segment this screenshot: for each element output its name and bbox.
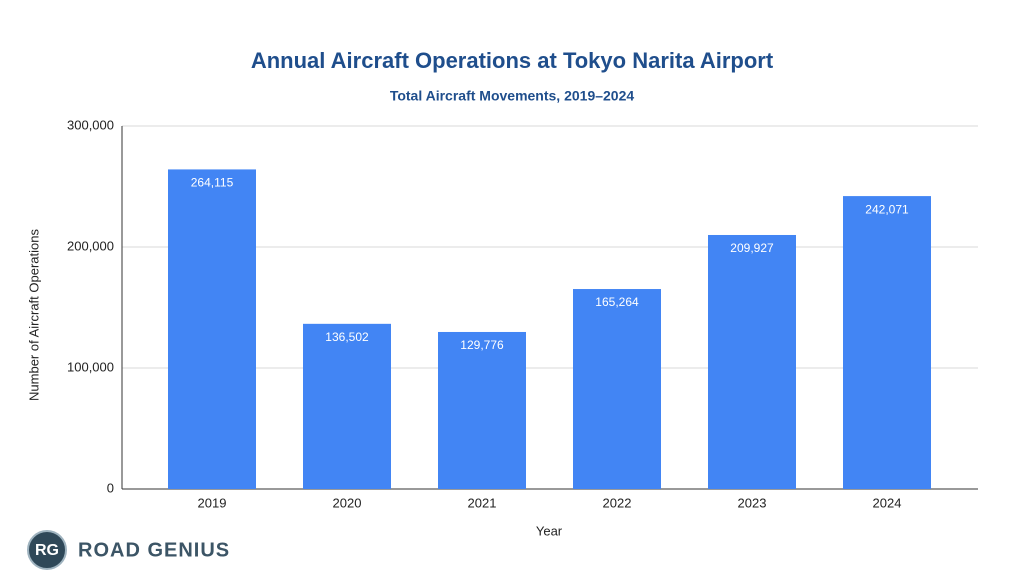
data-label: 165,264	[595, 295, 639, 309]
y-tick-label: 200,000	[67, 238, 114, 253]
chart-subtitle: Total Aircraft Movements, 2019–2024	[390, 88, 635, 104]
y-tick-label: 100,000	[67, 359, 114, 374]
chart-title: Annual Aircraft Operations at Tokyo Nari…	[251, 48, 774, 73]
y-axis-label: Number of Aircraft Operations	[26, 229, 41, 401]
data-label: 129,776	[460, 338, 504, 352]
logo-name: ROAD GENIUS	[78, 539, 230, 561]
x-tick-label: 2021	[468, 495, 497, 510]
logo-badge	[27, 530, 67, 570]
bar	[168, 169, 256, 490]
data-label: 264,115	[191, 176, 234, 190]
x-tick-label: 2022	[603, 495, 632, 510]
data-label: 136,502	[325, 330, 369, 344]
bar	[708, 234, 796, 489]
bar	[573, 289, 661, 489]
bar	[438, 331, 526, 489]
y-tick-label: 300,000	[67, 117, 114, 132]
x-tick-label: 2024	[873, 495, 902, 510]
x-tick-label: 2020	[333, 495, 362, 510]
bar	[843, 196, 931, 489]
data-label: 242,071	[865, 202, 909, 216]
x-tick-label: 2019	[198, 495, 227, 510]
bar	[303, 323, 391, 489]
data-label: 209,927	[730, 241, 774, 255]
logo-badge-text: RG	[35, 542, 59, 559]
x-tick-label: 2023	[738, 495, 767, 510]
x-axis-label: Year	[536, 523, 563, 538]
y-tick-label: 0	[107, 480, 114, 495]
